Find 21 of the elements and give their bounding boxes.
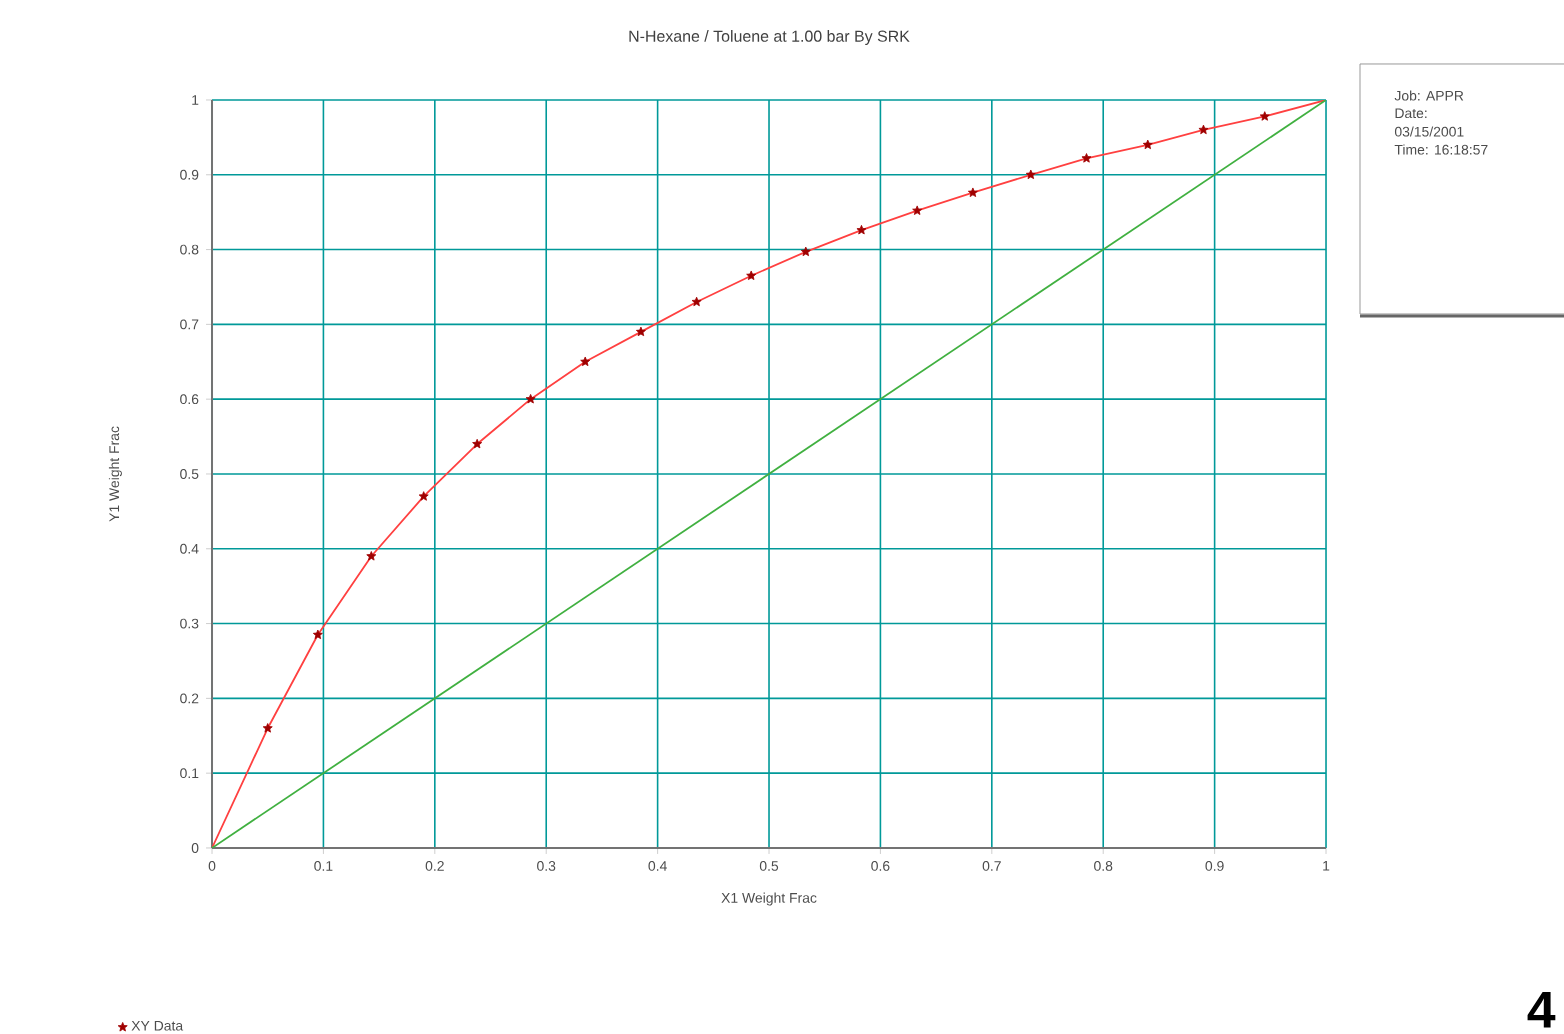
point xyxy=(418,491,429,501)
point xyxy=(472,438,483,449)
point xyxy=(1081,153,1092,163)
point xyxy=(967,187,978,197)
point xyxy=(746,270,757,281)
text: 4 xyxy=(1527,991,1556,1028)
point xyxy=(580,356,591,367)
point xyxy=(366,551,377,561)
point xyxy=(262,723,273,733)
point xyxy=(525,393,536,404)
point xyxy=(856,224,867,235)
point xyxy=(635,326,646,337)
point xyxy=(1142,139,1153,150)
point xyxy=(1259,111,1270,121)
line-series xyxy=(212,99,1327,848)
point xyxy=(1025,169,1036,180)
point xyxy=(1198,124,1209,135)
point xyxy=(912,205,923,215)
point xyxy=(691,296,702,307)
point xyxy=(312,629,323,640)
point xyxy=(800,246,811,257)
